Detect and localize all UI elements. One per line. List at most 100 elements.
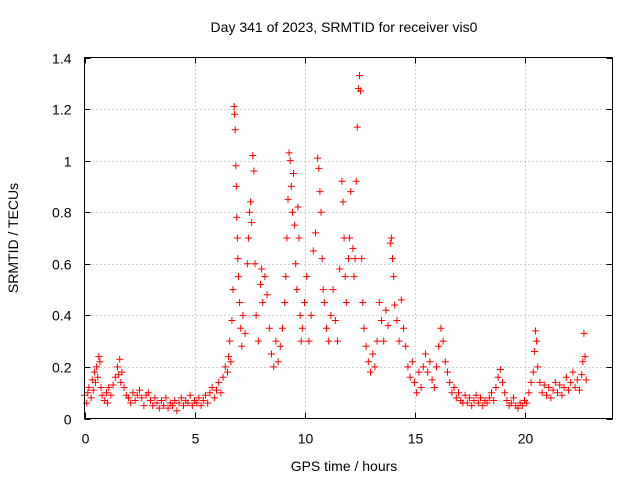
- data-point: [391, 301, 399, 309]
- data-point: [263, 291, 271, 299]
- data-point: [532, 327, 539, 335]
- data-point: [173, 407, 181, 415]
- data-point: [131, 396, 139, 404]
- data-point: [569, 368, 577, 376]
- data-point: [433, 363, 440, 371]
- data-point: [360, 324, 368, 332]
- data-point: [375, 298, 383, 306]
- x-tick-label: 20: [518, 431, 534, 447]
- data-point: [104, 399, 112, 407]
- data-point: [357, 87, 365, 95]
- data-point: [411, 378, 418, 386]
- data-point: [257, 280, 264, 288]
- data-point: [341, 273, 349, 281]
- data-point: [298, 324, 306, 332]
- data-point: [579, 358, 587, 366]
- data-point: [373, 337, 381, 345]
- data-point: [437, 324, 445, 332]
- data-point: [518, 402, 526, 410]
- data-point: [248, 219, 256, 227]
- data-point: [389, 255, 396, 263]
- x-tick-label: 15: [408, 431, 424, 447]
- data-point: [315, 164, 323, 172]
- data-point: [536, 378, 544, 386]
- data-point: [479, 402, 487, 410]
- data-point: [339, 198, 347, 206]
- data-point: [221, 363, 229, 371]
- data-point: [382, 306, 390, 314]
- data-point: [129, 389, 137, 397]
- y-tick-label: 0.6: [52, 257, 72, 273]
- data-point: [155, 404, 163, 412]
- data-point: [448, 389, 456, 397]
- data-point: [397, 296, 405, 304]
- data-point: [349, 244, 357, 252]
- data-point: [463, 399, 471, 407]
- data-point: [455, 389, 462, 397]
- data-point: [305, 337, 313, 345]
- data-point: [369, 350, 377, 358]
- axis-tick-labels: 0 0.2 0.4 0.6 0.8 1 1.2 1.4 0 5 10 15 20: [52, 51, 533, 447]
- x-tick-label: 10: [298, 431, 314, 447]
- data-point: [93, 363, 101, 371]
- data-point: [296, 311, 304, 319]
- data-point: [117, 378, 125, 386]
- data-point: [197, 402, 205, 410]
- data-point: [231, 126, 239, 134]
- y-tick-label: 0.4: [52, 308, 72, 324]
- data-point: [380, 337, 388, 345]
- data-point: [109, 381, 117, 389]
- data-point: [140, 402, 148, 410]
- data-point: [474, 399, 482, 407]
- data-point: [199, 396, 207, 404]
- data-point: [472, 391, 480, 399]
- data-point: [571, 384, 579, 392]
- data-point: [426, 358, 434, 366]
- data-point: [265, 324, 273, 332]
- data-point: [576, 386, 583, 394]
- data-point: [346, 234, 354, 242]
- data-point: [244, 234, 252, 242]
- data-point: [96, 358, 104, 366]
- data-point: [378, 317, 385, 325]
- data-point: [295, 234, 303, 242]
- data-point: [219, 373, 227, 381]
- data-point: [428, 376, 436, 384]
- data-point: [567, 378, 575, 386]
- data-point: [533, 337, 541, 345]
- data-point: [177, 394, 185, 402]
- data-point: [538, 389, 546, 397]
- data-point: [215, 378, 223, 386]
- data-point: [186, 391, 194, 399]
- data-point: [247, 198, 255, 206]
- x-axis-label: GPS time / hours: [291, 458, 398, 474]
- data-point: [188, 402, 196, 410]
- data-point: [565, 386, 572, 394]
- data-point: [470, 396, 478, 404]
- data-point: [272, 337, 280, 345]
- data-point: [316, 188, 324, 196]
- data-point: [444, 368, 451, 376]
- data-point: [404, 363, 412, 371]
- data-point: [105, 384, 113, 392]
- data-point: [334, 337, 341, 345]
- data-point: [402, 342, 410, 350]
- data-point: [529, 368, 537, 376]
- data-point: [213, 386, 220, 394]
- data-point: [560, 384, 568, 392]
- data-point: [147, 396, 154, 404]
- data-point: [477, 394, 484, 402]
- data-point: [250, 167, 258, 175]
- data-point: [162, 394, 170, 402]
- data-point: [193, 399, 201, 407]
- data-point: [107, 391, 115, 399]
- data-point: [232, 182, 240, 190]
- data-point: [92, 378, 99, 386]
- data-point: [294, 203, 302, 211]
- data-point: [259, 298, 267, 306]
- data-point: [120, 384, 128, 392]
- data-point: [171, 396, 179, 404]
- data-point: [318, 255, 326, 263]
- data-point: [206, 389, 214, 397]
- data-point: [530, 347, 538, 355]
